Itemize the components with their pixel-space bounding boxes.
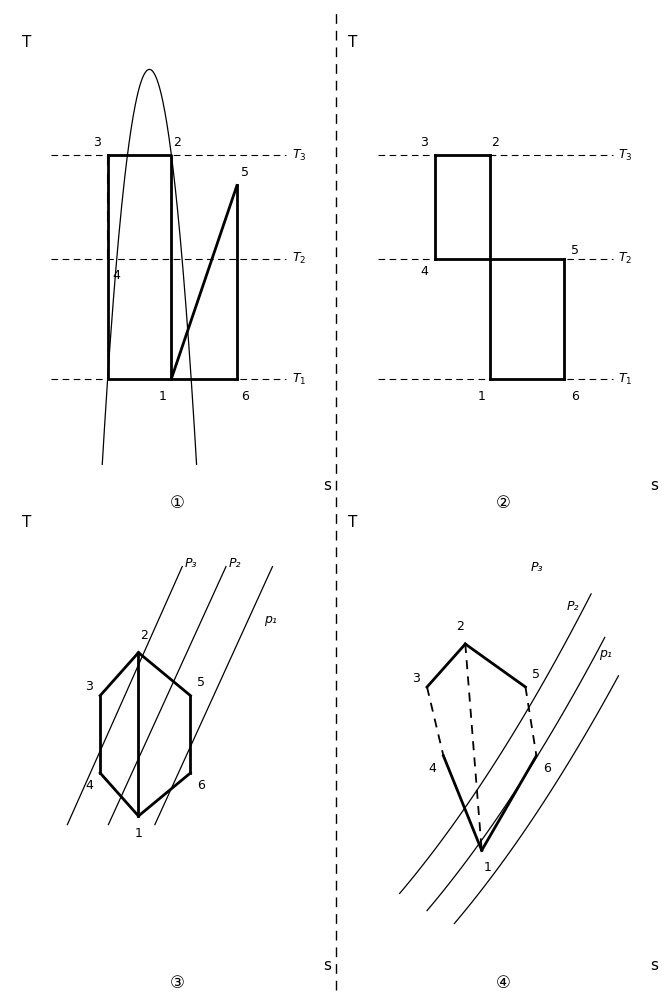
Text: 6: 6 xyxy=(571,390,579,403)
Text: T: T xyxy=(21,35,31,50)
Text: ③: ③ xyxy=(169,974,184,992)
Text: 1: 1 xyxy=(483,861,491,874)
Text: 4: 4 xyxy=(113,269,121,282)
Text: 2: 2 xyxy=(492,136,500,149)
Text: 6: 6 xyxy=(544,762,552,775)
Text: p₁: p₁ xyxy=(599,647,612,660)
Text: $T_3$: $T_3$ xyxy=(618,148,633,163)
Text: ①: ① xyxy=(169,494,184,512)
Text: 3: 3 xyxy=(93,136,101,149)
Text: P₂: P₂ xyxy=(229,557,241,570)
Text: $T_3$: $T_3$ xyxy=(291,148,306,163)
Text: 5: 5 xyxy=(532,668,540,681)
Text: 1: 1 xyxy=(135,827,143,840)
Text: T: T xyxy=(21,515,31,530)
Text: 5: 5 xyxy=(571,243,579,256)
Text: $T_2$: $T_2$ xyxy=(291,251,306,266)
Text: T: T xyxy=(348,35,358,50)
Text: 1: 1 xyxy=(159,390,167,403)
Text: $T_1$: $T_1$ xyxy=(291,371,306,387)
Text: 3: 3 xyxy=(420,136,428,149)
Text: s: s xyxy=(323,478,331,493)
Text: P₃: P₃ xyxy=(185,557,197,570)
Text: 5: 5 xyxy=(241,166,249,179)
Text: ④: ④ xyxy=(496,974,511,992)
Text: P₂: P₂ xyxy=(566,600,579,613)
Text: 4: 4 xyxy=(428,762,436,775)
Text: 6: 6 xyxy=(197,779,205,792)
Text: T: T xyxy=(348,515,358,530)
Text: 2: 2 xyxy=(173,136,181,149)
Text: s: s xyxy=(323,958,331,973)
Text: 5: 5 xyxy=(197,676,205,689)
Text: p₁: p₁ xyxy=(264,612,277,626)
Text: s: s xyxy=(650,478,658,493)
Text: $T_1$: $T_1$ xyxy=(618,371,633,387)
Text: ②: ② xyxy=(496,494,511,512)
Text: P₃: P₃ xyxy=(531,561,544,574)
Text: 3: 3 xyxy=(412,672,420,685)
Text: 1: 1 xyxy=(478,390,486,403)
Text: 3: 3 xyxy=(85,680,93,694)
Text: 2: 2 xyxy=(456,620,464,633)
Text: $T_2$: $T_2$ xyxy=(618,251,633,266)
Text: 4: 4 xyxy=(420,265,428,278)
Text: 6: 6 xyxy=(241,390,249,403)
Text: 4: 4 xyxy=(85,779,93,792)
Text: s: s xyxy=(650,958,658,973)
Text: 2: 2 xyxy=(140,629,148,642)
